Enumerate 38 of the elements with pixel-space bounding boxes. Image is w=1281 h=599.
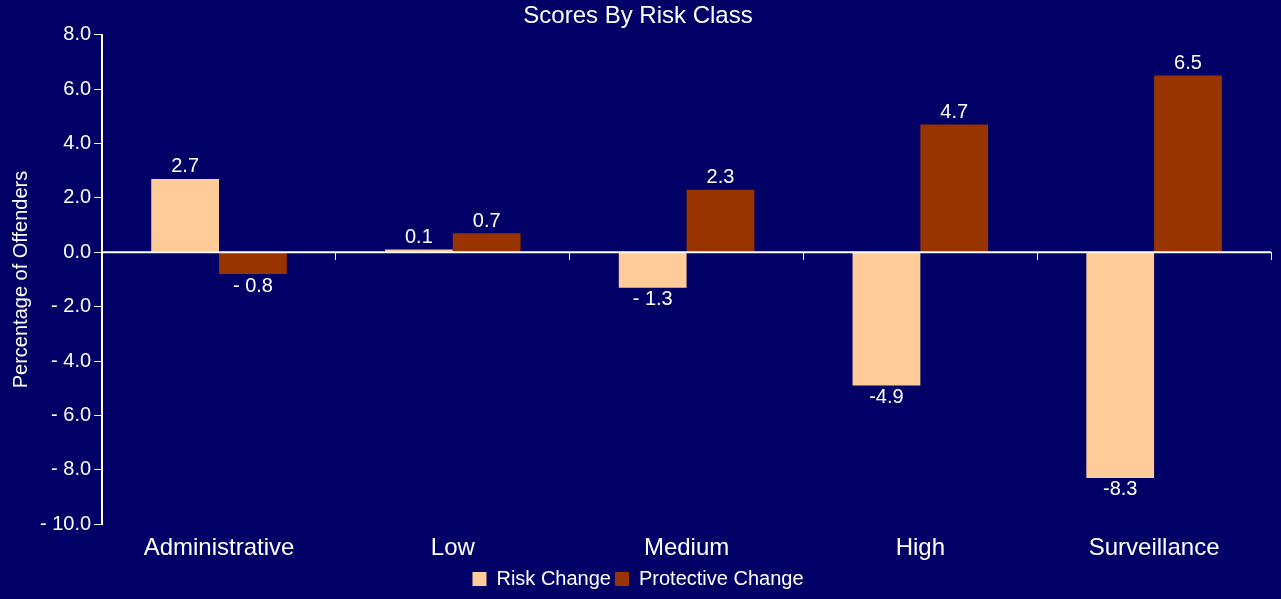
y-tick-label: - 4.0 bbox=[51, 348, 92, 371]
bar bbox=[686, 189, 755, 252]
x-tick-label: Low bbox=[430, 533, 476, 561]
y-tick-label: - 8.0 bbox=[51, 457, 92, 480]
data-label: 0.1 bbox=[405, 225, 433, 248]
bar bbox=[920, 124, 989, 252]
data-label: -8.3 bbox=[1102, 477, 1138, 500]
legend-label: Protective Change bbox=[638, 566, 804, 589]
bar bbox=[219, 252, 287, 275]
chart-title: Scores By Risk Class bbox=[523, 1, 753, 29]
legend-label: Risk Change bbox=[496, 566, 611, 589]
data-label: 0.7 bbox=[472, 208, 501, 231]
bar bbox=[452, 233, 521, 252]
y-tick-label: 4.0 bbox=[63, 131, 92, 154]
x-tick-label: Surveillance bbox=[1088, 533, 1220, 561]
data-label: 2.3 bbox=[706, 165, 735, 188]
bar bbox=[852, 252, 921, 386]
bar bbox=[1154, 75, 1222, 252]
data-label: 6.5 bbox=[1174, 51, 1202, 74]
data-label: 4.7 bbox=[940, 100, 969, 123]
x-tick-label: Administrative bbox=[143, 533, 295, 561]
data-label: 2.7 bbox=[171, 154, 200, 177]
y-tick-label: - 10.0 bbox=[39, 511, 92, 534]
data-label: - 1.3 bbox=[632, 287, 673, 310]
y-tick-label: - 2.0 bbox=[51, 294, 92, 317]
y-axis-title: Percentage of Offenders bbox=[8, 170, 31, 389]
x-tick-label: High bbox=[895, 533, 946, 561]
data-label: - 0.8 bbox=[232, 273, 273, 296]
y-tick-label: 0.0 bbox=[63, 239, 92, 262]
bar bbox=[618, 252, 687, 288]
data-label: -4.9 bbox=[869, 385, 904, 408]
y-tick-label: - 6.0 bbox=[51, 402, 92, 425]
bar bbox=[151, 178, 220, 252]
bar bbox=[1086, 252, 1155, 478]
y-tick-label: 8.0 bbox=[63, 22, 92, 45]
x-tick-label: Medium bbox=[643, 533, 730, 561]
y-tick-label: 2.0 bbox=[63, 185, 92, 208]
y-tick-label: 6.0 bbox=[63, 76, 92, 99]
